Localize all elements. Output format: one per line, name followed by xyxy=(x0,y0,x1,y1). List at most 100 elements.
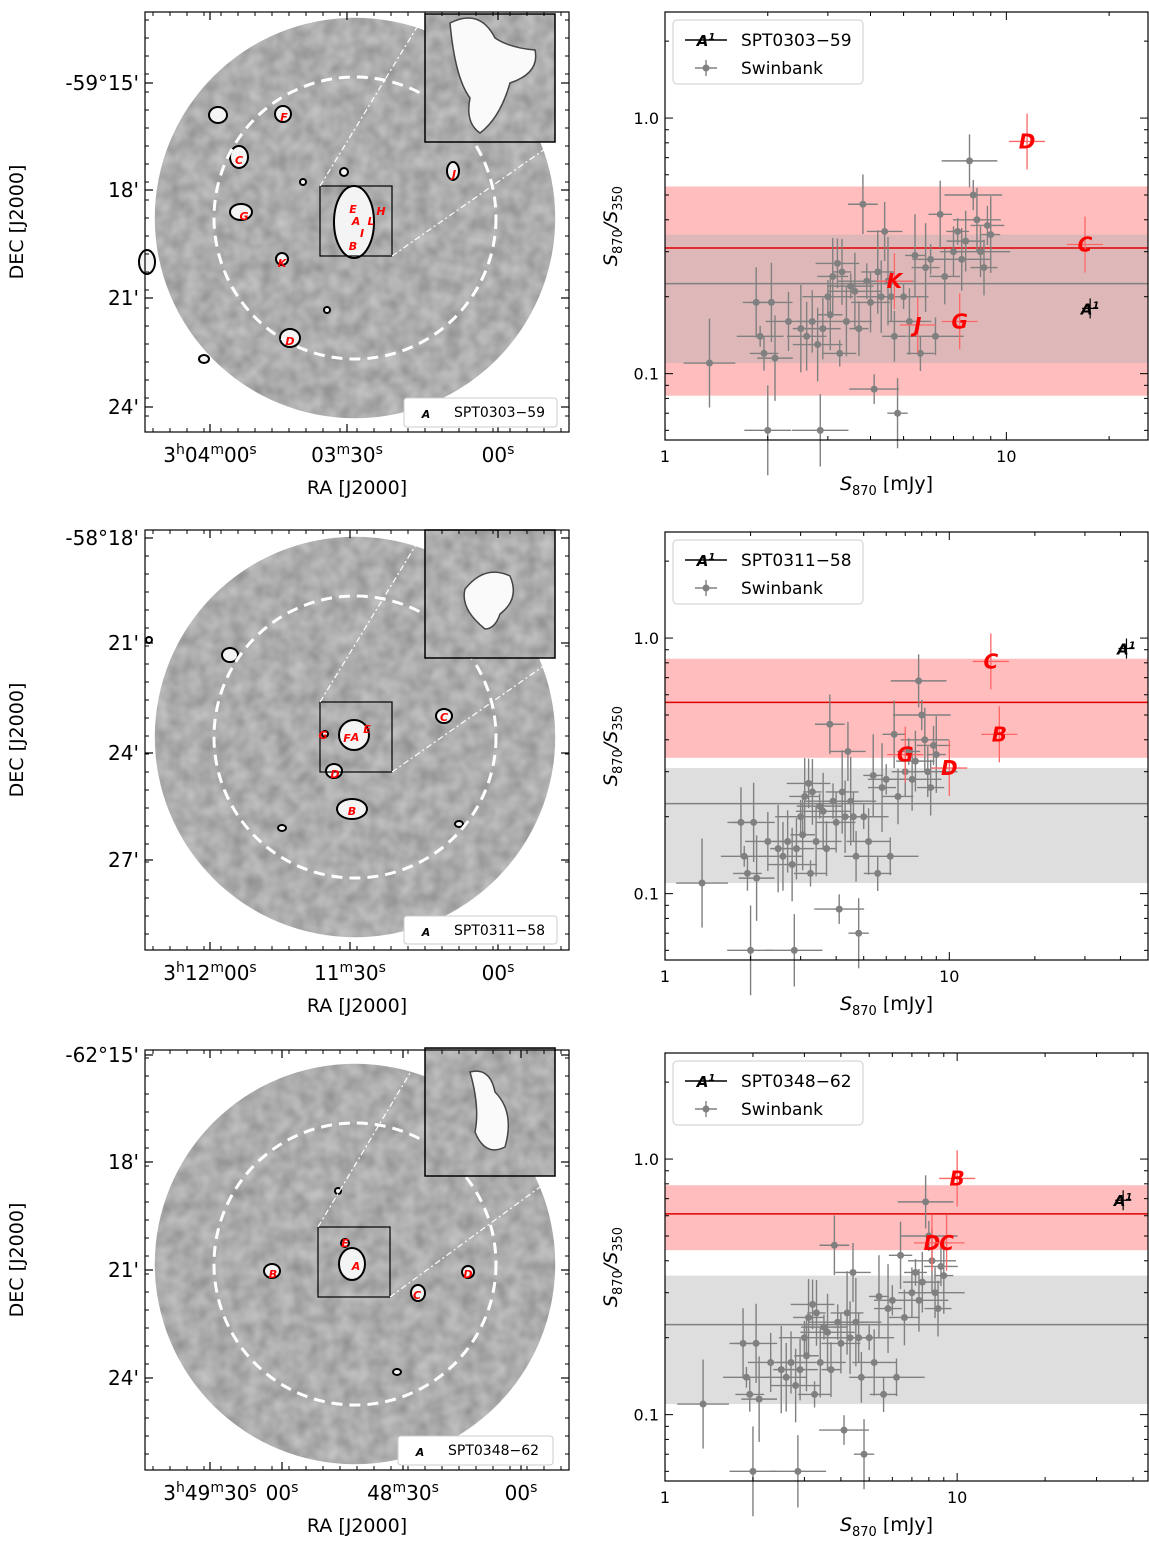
swinbank-point xyxy=(756,332,764,340)
field-circle xyxy=(212,1121,498,1407)
swinbank-point xyxy=(819,325,827,333)
map-legend xyxy=(397,1435,554,1466)
y-tick-label: 0.1 xyxy=(634,885,659,904)
swinbank-point xyxy=(894,409,902,417)
swinbank-point xyxy=(921,736,929,744)
swinbank-point xyxy=(983,221,991,229)
swinbank-point xyxy=(824,1328,832,1336)
source-contour xyxy=(446,161,460,181)
source-contour xyxy=(392,1368,402,1376)
swinbank-point xyxy=(859,200,867,208)
swinbank-point xyxy=(784,837,792,845)
source-label-K: K xyxy=(278,257,288,270)
legend-marker-swinbank xyxy=(702,1105,710,1113)
swinbank-point xyxy=(878,784,886,792)
x-axis-title: RA [J2000] xyxy=(307,477,407,499)
source-label-B: B xyxy=(348,805,356,818)
swinbank-point xyxy=(743,869,751,877)
source-contour xyxy=(338,1247,366,1281)
swinbank-point xyxy=(931,1289,939,1297)
swinbank-point xyxy=(747,946,755,954)
legend-label-field: SPT0311−58 xyxy=(741,551,852,571)
point-label-K: K xyxy=(887,269,904,293)
plot-legend xyxy=(672,19,864,85)
swinbank-point xyxy=(900,1313,908,1321)
swinbank-point xyxy=(865,1334,873,1342)
field-circle xyxy=(212,594,498,880)
swinbank-point xyxy=(771,354,779,362)
swinbank-point xyxy=(792,1382,800,1390)
point-label-B: B xyxy=(950,1166,965,1190)
swinbank-point xyxy=(932,751,940,759)
inset-source xyxy=(463,571,515,630)
swinbank-point xyxy=(927,784,935,792)
map-legend xyxy=(403,397,558,428)
swinbank-point xyxy=(893,1373,901,1381)
swinbank-band xyxy=(665,234,1148,364)
source-contour xyxy=(277,824,287,832)
swinbank-point xyxy=(826,720,834,728)
swinbank-point xyxy=(855,325,863,333)
swinbank-point xyxy=(832,818,840,826)
source-label-G: G xyxy=(239,210,248,223)
zoom-line xyxy=(389,1175,556,1298)
source-contour xyxy=(339,167,349,177)
swinbank-point xyxy=(764,426,772,434)
swinbank-point xyxy=(977,248,985,256)
ra-tick-label: 11m30s xyxy=(314,960,386,985)
source-label-C: C xyxy=(235,154,243,167)
swinbank-point xyxy=(814,341,822,349)
swinbank-point xyxy=(819,807,827,815)
swinbank-point xyxy=(790,946,798,954)
dec-tick-label: -58°18' xyxy=(65,526,139,550)
source-contour xyxy=(321,730,329,738)
swinbank-point xyxy=(840,1426,848,1434)
dec-tick-label: 21' xyxy=(108,286,139,310)
y-tick-label: 1.0 xyxy=(634,629,659,648)
swinbank-point xyxy=(867,298,875,306)
swinbank-point xyxy=(894,792,902,800)
zoom-line xyxy=(391,141,556,257)
source-label-E: E xyxy=(341,1237,349,1250)
swinbank-point xyxy=(860,1450,868,1458)
x-tick-label: 10 xyxy=(947,1488,967,1507)
y-axis-title: S870/S350 xyxy=(600,706,626,786)
swinbank-point xyxy=(838,268,846,276)
source-contour xyxy=(338,719,370,751)
swinbank-point xyxy=(874,869,882,877)
y-axis-title: S870/S350 xyxy=(600,1227,626,1307)
swinbank-point xyxy=(808,788,816,796)
swinbank-point xyxy=(742,1373,750,1381)
source-label-G: G xyxy=(318,729,327,742)
swinbank-point xyxy=(843,1309,851,1317)
y-axis-title: DEC [J2000] xyxy=(6,165,28,280)
dec-tick-label: 21' xyxy=(108,1258,139,1282)
point-label-A1: A1 xyxy=(1080,300,1100,318)
dec-tick-label: -62°15' xyxy=(65,1043,139,1067)
source-label-F: F xyxy=(280,111,288,124)
y-axis-title: DEC [J2000] xyxy=(6,1203,28,1318)
source-contour xyxy=(454,820,464,828)
swinbank-band xyxy=(665,768,1148,884)
swinbank-point xyxy=(966,157,974,165)
source-contour xyxy=(299,178,307,186)
source-contour xyxy=(325,763,343,779)
source-label-F: F xyxy=(343,732,351,745)
swinbank-point xyxy=(844,747,852,755)
swinbank-point xyxy=(755,1395,763,1403)
plot-frame xyxy=(664,1052,1149,1482)
swinbank-point xyxy=(930,741,938,749)
source-contour xyxy=(145,636,153,644)
swinbank-point xyxy=(881,227,889,235)
source-contour xyxy=(340,1238,350,1248)
swinbank-point xyxy=(796,1366,804,1374)
field-circle xyxy=(212,75,498,361)
swinbank-point xyxy=(803,332,811,340)
swinbank-point xyxy=(908,775,916,783)
swinbank-point xyxy=(884,1305,892,1313)
swinbank-point xyxy=(836,349,844,357)
swinbank-point xyxy=(958,255,966,263)
swinbank-point xyxy=(750,818,758,826)
